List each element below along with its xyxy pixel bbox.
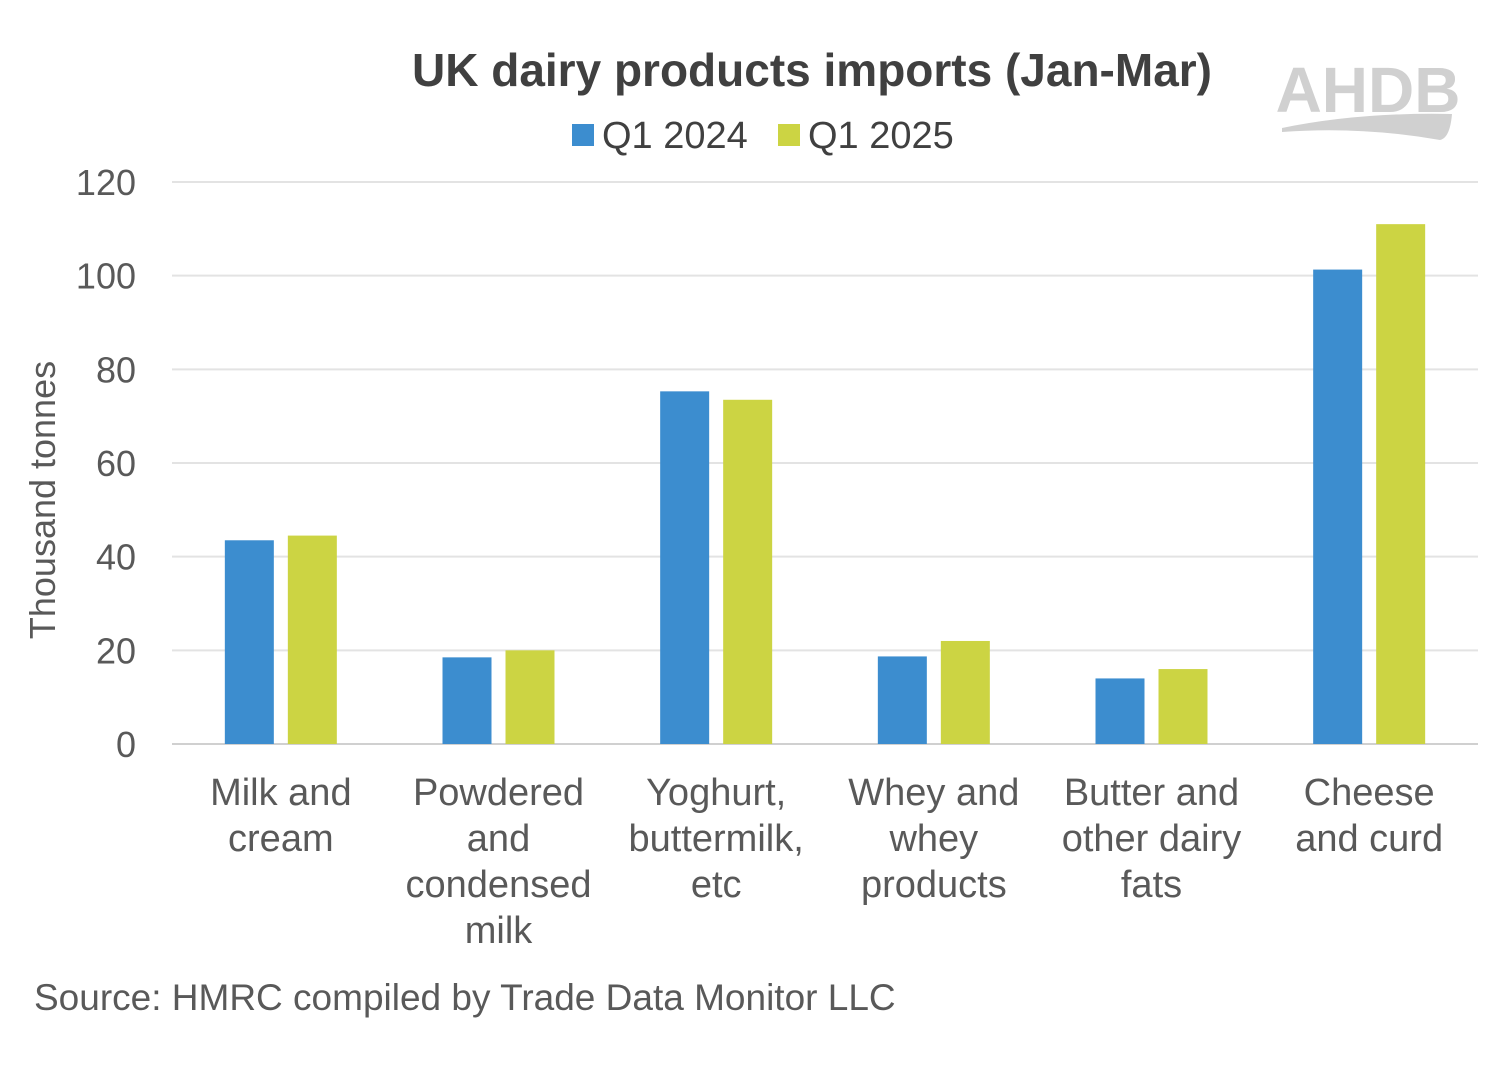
x-category-label: Butter and other dairy fats [1062, 772, 1242, 906]
bar-q1-2025 [1158, 669, 1208, 744]
bar-q1-2024 [224, 540, 274, 744]
chart-title: UK dairy products imports (Jan-Mar) [412, 44, 1212, 96]
x-category-label: Yoghurt, buttermilk, etc [629, 772, 804, 906]
y-tick-label: 100 [76, 256, 136, 297]
y-tick-label: 0 [116, 724, 136, 765]
bars [224, 224, 1426, 744]
bar-q1-2025 [287, 535, 337, 744]
bar-q1-2024 [442, 657, 492, 744]
y-tick-label: 120 [76, 162, 136, 203]
source-note: Source: HMRC compiled by Trade Data Moni… [34, 977, 896, 1018]
legend-label: Q1 2025 [808, 115, 954, 157]
x-category-label: Powdered and condensed milk [406, 772, 592, 952]
legend-label: Q1 2024 [602, 115, 748, 157]
legend-swatch [572, 124, 594, 146]
bar-q1-2025 [940, 640, 990, 744]
legend-swatch [778, 124, 800, 146]
y-axis-ticks: 0 20 40 60 80 100 120 [76, 162, 136, 765]
bar-q1-2024 [877, 656, 927, 744]
y-tick-label: 20 [96, 630, 136, 671]
x-category-label: Cheese and curd [1295, 772, 1443, 860]
bar-q1-2024 [1313, 269, 1363, 744]
x-category-label: Whey and whey products [848, 772, 1019, 906]
bar-q1-2024 [1095, 678, 1145, 744]
logo-swoosh [1282, 113, 1452, 140]
bar-q1-2024 [660, 391, 710, 744]
x-category-label: Milk and cream [210, 772, 352, 860]
bar-q1-2025 [505, 650, 555, 744]
y-tick-label: 60 [96, 443, 136, 484]
bar-q1-2025 [1376, 224, 1426, 744]
y-axis-label: Thousand tonnes [22, 361, 63, 639]
legend: Q1 2024 Q1 2025 [572, 115, 954, 157]
bar-q1-2025 [723, 399, 773, 744]
ahdb-logo: AHDB [1276, 54, 1460, 140]
y-tick-label: 40 [96, 537, 136, 578]
gridlines [172, 181, 1478, 745]
x-axis-labels: Milk and cream Powdered and condensed milk Yog… [210, 772, 1443, 952]
y-tick-label: 80 [96, 349, 136, 390]
